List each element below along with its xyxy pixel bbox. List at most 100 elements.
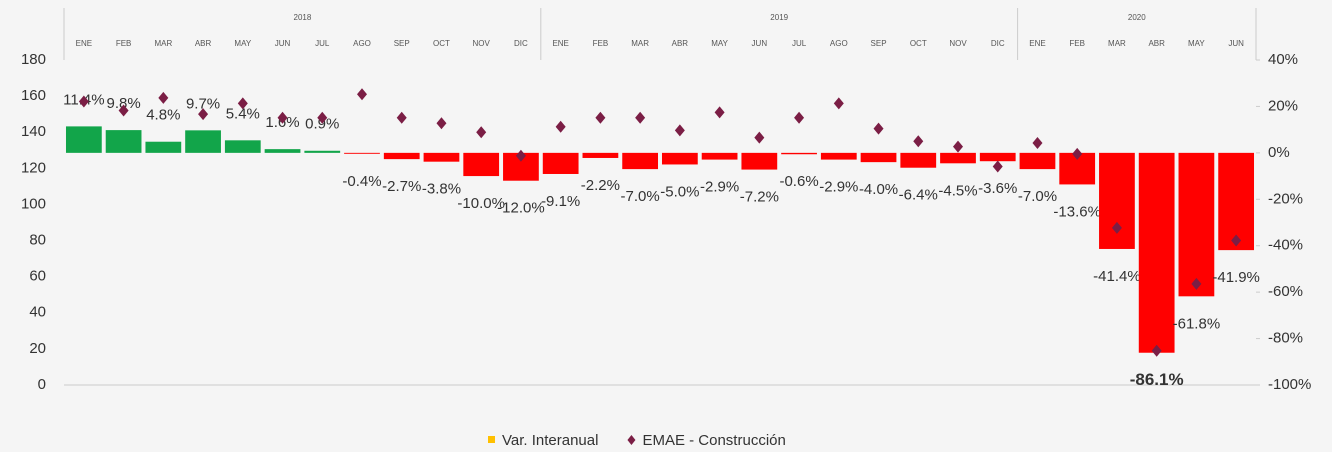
marker — [78, 95, 89, 108]
bar — [940, 152, 976, 164]
bar — [979, 152, 1016, 162]
x-tick-label: NOV — [949, 39, 967, 48]
bar — [1218, 152, 1255, 251]
bar — [185, 130, 221, 153]
legend-label: EMAE - Construcción — [642, 432, 785, 449]
year-label: 2020 — [1128, 13, 1146, 22]
data-label: -4.5% — [938, 182, 977, 199]
bar — [1019, 152, 1056, 170]
marker — [674, 124, 685, 137]
data-label: 9.7% — [186, 95, 220, 112]
x-tick-label: OCT — [433, 39, 450, 48]
data-label: -6.4% — [899, 187, 938, 204]
x-tick-label: MAR — [154, 39, 172, 48]
data-label: -41.9% — [1212, 269, 1260, 286]
x-tick-label: ENE — [1029, 39, 1045, 48]
data-label: -0.4% — [342, 173, 381, 190]
bar — [1099, 152, 1135, 249]
bar — [1138, 152, 1175, 353]
y-tick-label: 180 — [21, 51, 46, 68]
x-tick-label: NOV — [473, 39, 491, 48]
marker — [237, 97, 248, 110]
bar — [463, 152, 500, 177]
data-label: -12.0% — [497, 200, 545, 217]
marker — [317, 111, 328, 124]
x-tick-label: JUN — [275, 39, 291, 48]
x-tick-label: JUN — [1228, 39, 1244, 48]
bar — [701, 152, 738, 160]
data-label: -2.9% — [819, 179, 858, 196]
data-label: -3.6% — [978, 180, 1017, 197]
bar — [344, 152, 380, 154]
marker — [436, 117, 447, 130]
y2-tick-label: -80% — [1268, 330, 1303, 347]
data-label: -86.1% — [1130, 370, 1184, 389]
bar — [1178, 152, 1215, 297]
y-tick-label: 20 — [29, 340, 46, 357]
legend-swatch — [488, 436, 495, 443]
marker — [1191, 277, 1202, 290]
data-label: -9.1% — [541, 193, 580, 210]
y2-tick-label: 40% — [1268, 51, 1298, 68]
data-label: 9.8% — [106, 95, 140, 112]
x-tick-label: DIC — [514, 39, 528, 48]
bar — [781, 152, 817, 155]
bar — [661, 152, 698, 165]
data-label: -0.6% — [779, 173, 818, 190]
data-label: -10.0% — [457, 195, 505, 212]
data-label: -5.0% — [660, 183, 699, 200]
x-tick-label: MAR — [1108, 39, 1126, 48]
year-label: 2018 — [294, 13, 312, 22]
data-label: -2.2% — [581, 177, 620, 194]
x-tick-label: FEB — [116, 39, 132, 48]
bar — [145, 141, 182, 153]
x-tick-label: JUN — [752, 39, 768, 48]
x-tick-label: MAY — [1188, 39, 1205, 48]
data-label: -2.9% — [700, 179, 739, 196]
marker — [396, 111, 407, 124]
data-label: -4.0% — [859, 181, 898, 198]
x-tick-label: ABR — [672, 39, 689, 48]
y-tick-label: 40 — [29, 304, 46, 321]
y-tick-label: 0 — [38, 376, 46, 393]
data-label: 5.4% — [226, 105, 260, 122]
x-tick-label: SEP — [394, 39, 410, 48]
x-tick-label: FEB — [1069, 39, 1085, 48]
marker — [158, 91, 169, 104]
marker — [118, 104, 129, 117]
x-tick-label: OCT — [910, 39, 927, 48]
year-label: 2019 — [770, 13, 788, 22]
data-label: -13.6% — [1053, 203, 1101, 220]
bar — [820, 152, 857, 160]
marker — [794, 111, 805, 124]
y-tick-label: 100 — [21, 195, 46, 212]
x-tick-label: MAY — [711, 39, 728, 48]
x-tick-label: JUL — [792, 39, 807, 48]
x-tick-label: SEP — [871, 39, 887, 48]
y-tick-label: 120 — [21, 159, 46, 176]
x-tick-label: ENE — [76, 39, 92, 48]
y2-tick-label: -60% — [1268, 283, 1303, 300]
marker — [635, 111, 646, 124]
bar — [264, 149, 301, 153]
marker — [555, 120, 566, 133]
bar — [741, 152, 778, 170]
marker — [833, 97, 844, 110]
y2-tick-label: 20% — [1268, 97, 1298, 114]
marker — [1111, 221, 1122, 234]
x-tick-label: ABR — [195, 39, 212, 48]
y-tick-label: 140 — [21, 123, 46, 140]
marker — [1072, 147, 1083, 160]
marker — [1032, 137, 1043, 150]
marker — [953, 140, 963, 153]
bar — [900, 152, 937, 168]
marker — [873, 122, 884, 135]
bar — [582, 152, 619, 158]
bar — [65, 126, 102, 153]
bar — [224, 140, 261, 153]
marker — [1151, 344, 1162, 357]
data-label: -2.7% — [382, 178, 421, 195]
marker — [357, 88, 367, 101]
data-label: 0.9% — [305, 116, 339, 133]
x-tick-label: AGO — [830, 39, 848, 48]
